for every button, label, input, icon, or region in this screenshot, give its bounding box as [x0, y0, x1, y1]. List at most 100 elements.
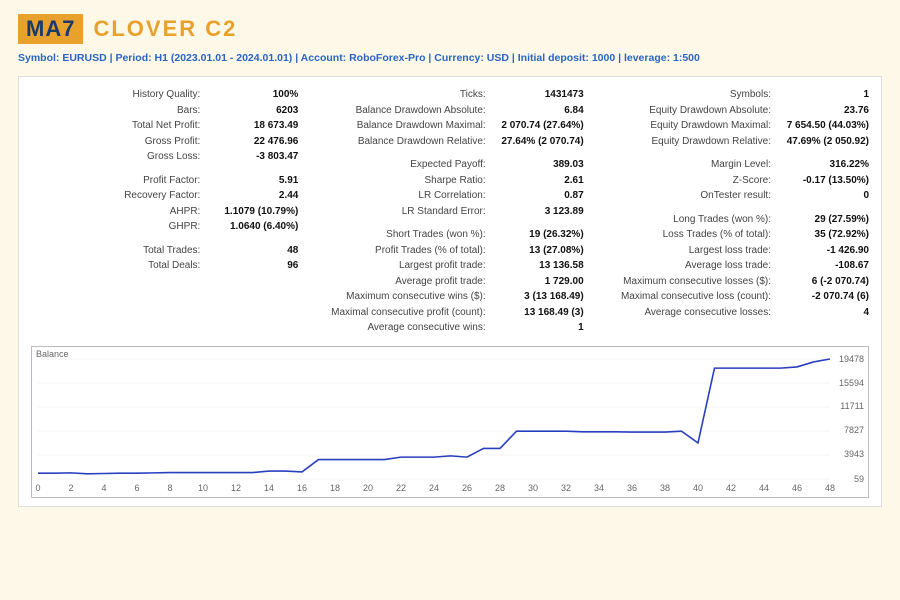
stats-row: Equity Drawdown Maximal:7 654.50 (44.03%… [602, 118, 869, 134]
stats-label: Average loss trade: [602, 258, 777, 274]
stats-value: 3 (13 168.49) [492, 289, 584, 305]
stats-label: Maximal consecutive profit (count): [316, 305, 491, 321]
stats-row: Maximal consecutive profit (count):13 16… [316, 305, 583, 321]
stats-row: Balance Drawdown Maximal:2 070.74 (27.64… [316, 118, 583, 134]
stats-value: 6.84 [492, 103, 584, 119]
stats-value: 7 654.50 (44.03%) [777, 118, 869, 134]
stats-col-1: History Quality:100%Bars:6203Total Net P… [31, 87, 298, 336]
product-title: CLOVER C2 [93, 16, 237, 42]
stats-label: Short Trades (won %): [316, 227, 491, 243]
stats-row: Equity Drawdown Absolute:23.76 [602, 103, 869, 119]
stats-row: Largest profit trade:13 136.58 [316, 258, 583, 274]
stats-value: 29 (27.59%) [777, 212, 869, 228]
stats-row: Total Net Profit:18 673.49 [31, 118, 298, 134]
chart-ytick: 15594 [839, 378, 864, 388]
stats-value: 1 [492, 320, 584, 336]
stats-row: Average consecutive losses:4 [602, 305, 869, 321]
chart-xtick: 44 [759, 483, 769, 493]
stats-value: -0.17 (13.50%) [777, 173, 869, 189]
stats-row: Gross Loss:-3 803.47 [31, 149, 298, 165]
stats-value: 389.03 [492, 157, 584, 173]
chart-xtick: 20 [363, 483, 373, 493]
chart-ytick: 19478 [839, 354, 864, 364]
stats-row: GHPR:1.0640 (6.40%) [31, 219, 298, 235]
stats-label: Equity Drawdown Relative: [602, 134, 777, 150]
stats-value: 47.69% (2 050.92) [777, 134, 869, 150]
stats-label: Sharpe Ratio: [316, 173, 491, 189]
stats-value: 1431473 [492, 87, 584, 103]
chart-xtick: 32 [561, 483, 571, 493]
chart-xtick: 34 [594, 483, 604, 493]
stats-value: 2.44 [206, 188, 298, 204]
stats-row: Profit Trades (% of total):13 (27.08%) [316, 243, 583, 259]
stats-row: Maximum consecutive losses ($):6 (-2 070… [602, 274, 869, 290]
stats-value: 13 136.58 [492, 258, 584, 274]
stats-label: OnTester result: [602, 188, 777, 204]
stats-value: 27.64% (2 070.74) [492, 134, 584, 150]
stats-label: Z-Score: [602, 173, 777, 189]
chart-xtick: 10 [198, 483, 208, 493]
stats-label: Long Trades (won %): [602, 212, 777, 228]
stats-label: Largest loss trade: [602, 243, 777, 259]
stats-value: 316.22% [777, 157, 869, 173]
stats-label: Balance Drawdown Maximal: [316, 118, 491, 134]
stats-row: Average profit trade:1 729.00 [316, 274, 583, 290]
stats-row: AHPR:1.1079 (10.79%) [31, 204, 298, 220]
stats-gap [602, 149, 869, 157]
stats-label: AHPR: [31, 204, 206, 220]
stats-row: Average consecutive wins:1 [316, 320, 583, 336]
stats-label: History Quality: [31, 87, 206, 103]
chart-xtick: 24 [429, 483, 439, 493]
stats-value: 1.1079 (10.79%) [206, 204, 298, 220]
stats-label: LR Standard Error: [316, 204, 491, 220]
stats-row: Total Trades:48 [31, 243, 298, 259]
stats-value: 2 070.74 (27.64%) [492, 118, 584, 134]
chart-xtick: 8 [167, 483, 172, 493]
stats-label: Loss Trades (% of total): [602, 227, 777, 243]
stats-label: Profit Factor: [31, 173, 206, 189]
stats-value: 13 168.49 (3) [492, 305, 584, 321]
stats-row: Balance Drawdown Relative:27.64% (2 070.… [316, 134, 583, 150]
chart-svg [32, 347, 870, 499]
stats-row: LR Correlation:0.87 [316, 188, 583, 204]
chart-ytick: 11711 [840, 401, 864, 411]
chart-xtick: 0 [35, 483, 40, 493]
stats-value: -3 803.47 [206, 149, 298, 165]
stats-value: 13 (27.08%) [492, 243, 584, 259]
stats-gap [31, 165, 298, 173]
stats-row: Margin Level:316.22% [602, 157, 869, 173]
stats-row: OnTester result:0 [602, 188, 869, 204]
chart-xtick: 26 [462, 483, 472, 493]
chart-xtick: 36 [627, 483, 637, 493]
stats-label: GHPR: [31, 219, 206, 235]
stats-value: 22 476.96 [206, 134, 298, 150]
chart-xtick: 14 [264, 483, 274, 493]
stats-value: 19 (26.32%) [492, 227, 584, 243]
stats-gap [316, 149, 583, 157]
stats-value: 2.61 [492, 173, 584, 189]
stats-label: Recovery Factor: [31, 188, 206, 204]
stats-row: Equity Drawdown Relative:47.69% (2 050.9… [602, 134, 869, 150]
chart-ytick: 7827 [844, 425, 864, 435]
stats-label: Balance Drawdown Absolute: [316, 103, 491, 119]
stats-label: Equity Drawdown Absolute: [602, 103, 777, 119]
chart-xtick: 46 [792, 483, 802, 493]
stats-value: 35 (72.92%) [777, 227, 869, 243]
stats-col-2: Ticks:1431473Balance Drawdown Absolute:6… [316, 87, 583, 336]
stats-value: 6203 [206, 103, 298, 119]
stats-value: 48 [206, 243, 298, 259]
stats-row: Gross Profit:22 476.96 [31, 134, 298, 150]
stats-row: Short Trades (won %):19 (26.32%) [316, 227, 583, 243]
stats-label: Margin Level: [602, 157, 777, 173]
stats-label: Balance Drawdown Relative: [316, 134, 491, 150]
stats-row: Sharpe Ratio:2.61 [316, 173, 583, 189]
stats-label: Bars: [31, 103, 206, 119]
chart-xtick: 42 [726, 483, 736, 493]
stats-value: 1.0640 (6.40%) [206, 219, 298, 235]
stats-row: Maximal consecutive loss (count):-2 070.… [602, 289, 869, 305]
chart-xtick: 16 [297, 483, 307, 493]
stats-value: 5.91 [206, 173, 298, 189]
stats-value: 1 729.00 [492, 274, 584, 290]
stats-value: 3 123.89 [492, 204, 584, 220]
stats-row: LR Standard Error:3 123.89 [316, 204, 583, 220]
